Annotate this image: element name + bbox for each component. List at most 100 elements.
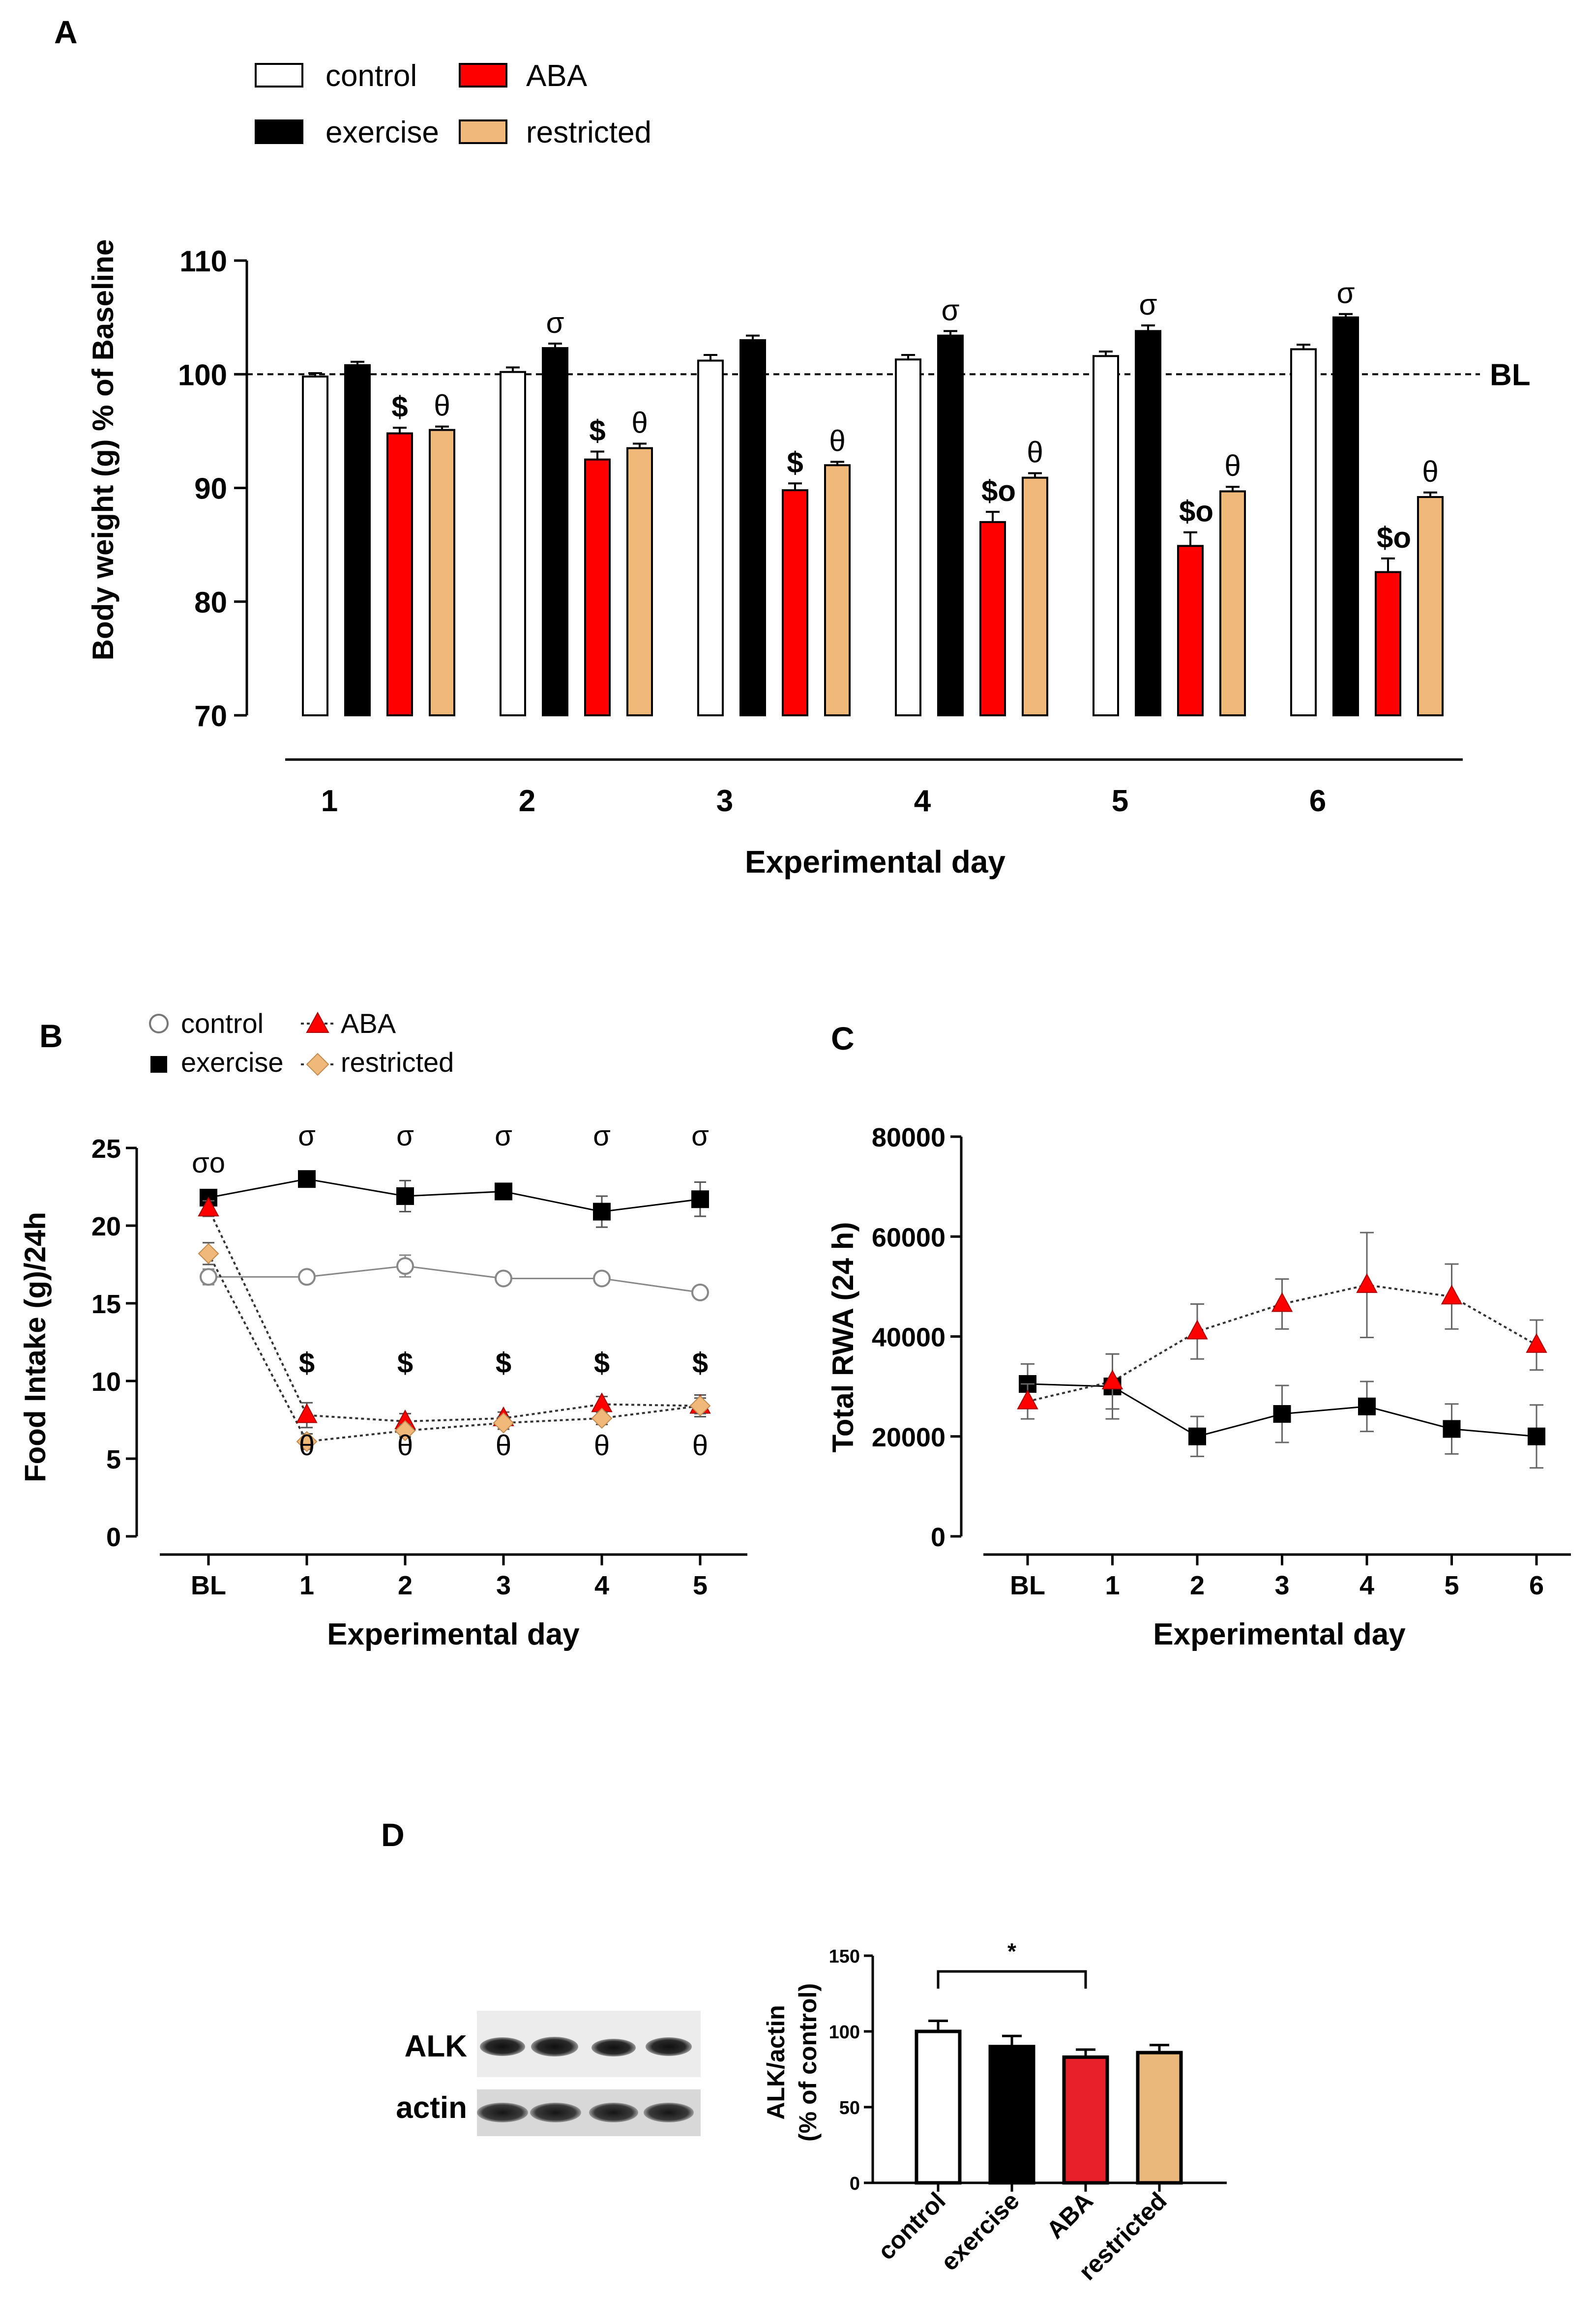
- legend-b-exercise-label: exercise: [181, 1047, 284, 1078]
- bar-restricted: [824, 464, 851, 716]
- chart-a-ylabel: Body weight (g) % of Baseline: [87, 239, 119, 661]
- x-tick-label: 1: [1105, 1571, 1120, 1600]
- point-aba: [1017, 1389, 1038, 1410]
- legend-a-restricted-swatch: [459, 119, 507, 144]
- annotation-exercise: σ: [1139, 288, 1157, 321]
- x-tick-label: 2: [398, 1571, 413, 1600]
- actin-band: [644, 2103, 694, 2122]
- alk-band: [591, 2039, 636, 2056]
- y-tick-label: 50: [839, 2098, 860, 2118]
- panel-a-label: A: [54, 14, 78, 50]
- annotation-dollar: $: [496, 1347, 511, 1379]
- y-tick-label: 60000: [872, 1223, 946, 1252]
- legend-a-aba-swatch: [459, 63, 507, 88]
- chart-d-ylabel-line2: (% of control): [794, 1983, 822, 2142]
- y-tick-label: 10: [91, 1367, 121, 1397]
- bar-control: [1093, 355, 1119, 716]
- point-exercise: [495, 1182, 512, 1201]
- annotation-theta: θ: [496, 1430, 511, 1462]
- point-control: [691, 1283, 709, 1301]
- point-restricted: [296, 1431, 318, 1452]
- bar-exercise: [344, 364, 371, 716]
- bar-control: [915, 2029, 962, 2185]
- series-line-exercise: [208, 1178, 701, 1213]
- legend-b-control-marker: [149, 1014, 169, 1033]
- y-tick-label: 20: [91, 1212, 121, 1241]
- annotation-aba: $o: [1179, 495, 1213, 528]
- legend-a-exercise-label: exercise: [325, 116, 439, 149]
- x-tick-label: BL: [1010, 1571, 1045, 1600]
- y-tick-label: 150: [829, 1946, 860, 1967]
- y-tick-label: 40000: [872, 1323, 946, 1352]
- chart-a-xlabel: Experimental day: [745, 844, 1005, 880]
- point-aba: [296, 1403, 318, 1423]
- bar-restricted: [1219, 490, 1246, 716]
- x-tick-label: 5: [693, 1571, 708, 1600]
- bar-exercise: [988, 2045, 1035, 2185]
- panel-b-label: B: [39, 1018, 63, 1054]
- annotation-aba: $: [391, 390, 408, 423]
- point-exercise: [1273, 1405, 1291, 1423]
- chart-b-ylabel: Food Intake (g)/24h: [19, 1212, 52, 1482]
- legend-b-aba-marker: [306, 1011, 329, 1033]
- annotation-dollar: $: [692, 1347, 708, 1379]
- x-tick-label: 3: [716, 784, 733, 818]
- chart-b-xlabel: Experimental day: [327, 1617, 580, 1651]
- legend-b-exercise-marker: [150, 1056, 167, 1073]
- annotation-dollar: $: [397, 1347, 413, 1379]
- bar-aba: [386, 432, 413, 716]
- annotation-sigma: σ: [593, 1120, 611, 1152]
- point-exercise: [1443, 1420, 1461, 1438]
- chart-a: 70 80 90 100 110 BL $ θ 1 σ $ θ 2 $ θ 3 σ $o θ 4 σ $o θ 5 σ $o θ 6: [178, 245, 1531, 818]
- bar-exercise: [739, 339, 766, 716]
- bar-restricted: [1022, 476, 1048, 716]
- annotation-theta: θ: [299, 1430, 315, 1462]
- point-exercise: [1528, 1427, 1545, 1445]
- point-aba: [1441, 1285, 1463, 1305]
- bar-aba: [1062, 2055, 1109, 2185]
- annotation-exercise: σ: [546, 306, 564, 339]
- alk-band: [480, 2037, 525, 2056]
- annotation-sigma: σ: [691, 1120, 709, 1152]
- annotation-restricted: θ: [1224, 449, 1241, 482]
- actin-band: [477, 2103, 528, 2122]
- significance-star: *: [1007, 1938, 1016, 1964]
- legend-a-control-label: control: [325, 59, 417, 93]
- bar-exercise: [937, 334, 964, 716]
- point-control: [200, 1268, 217, 1286]
- annotation-aba: $o: [1377, 521, 1411, 554]
- y-tick-label: 20000: [872, 1423, 946, 1452]
- x-tick-label: 5: [1444, 1571, 1459, 1600]
- bar-aba: [584, 458, 611, 716]
- y-tick-label: 80: [194, 586, 227, 619]
- annotation-sigma: σ: [396, 1120, 414, 1152]
- y-tick-label: 70: [194, 700, 227, 733]
- series-line-control: [208, 1265, 701, 1293]
- point-control: [593, 1269, 611, 1288]
- legend-b-restricted-marker: [306, 1053, 329, 1076]
- legend-b-aba-label: ABA: [341, 1008, 396, 1039]
- bar-exercise: [1332, 316, 1359, 716]
- annotation-restricted: θ: [1422, 455, 1438, 488]
- point-exercise: [1188, 1427, 1206, 1445]
- annotation-theta: θ: [692, 1430, 708, 1462]
- point-restricted: [198, 1243, 219, 1264]
- panel-c: C Total RWA (24 h) Experimental day 0 200…: [827, 1020, 1571, 1651]
- point-aba: [1526, 1333, 1547, 1353]
- bar-control: [1290, 348, 1317, 716]
- bar-restricted: [429, 429, 455, 716]
- bar-restricted: [1136, 2051, 1183, 2185]
- bar-control: [500, 371, 526, 716]
- significance-bracket: [937, 1970, 1087, 1989]
- y-tick-label: 0: [850, 2173, 860, 2194]
- bar-aba: [782, 489, 808, 716]
- y-tick-label: 25: [91, 1134, 121, 1164]
- bar-restricted: [626, 447, 653, 716]
- legend-a-exercise-swatch: [255, 119, 303, 144]
- point-restricted: [689, 1395, 711, 1416]
- point-exercise: [691, 1190, 709, 1208]
- y-tick-label: 80000: [872, 1123, 946, 1152]
- annotation-theta: θ: [594, 1430, 610, 1462]
- annotation-theta: θ: [397, 1430, 413, 1462]
